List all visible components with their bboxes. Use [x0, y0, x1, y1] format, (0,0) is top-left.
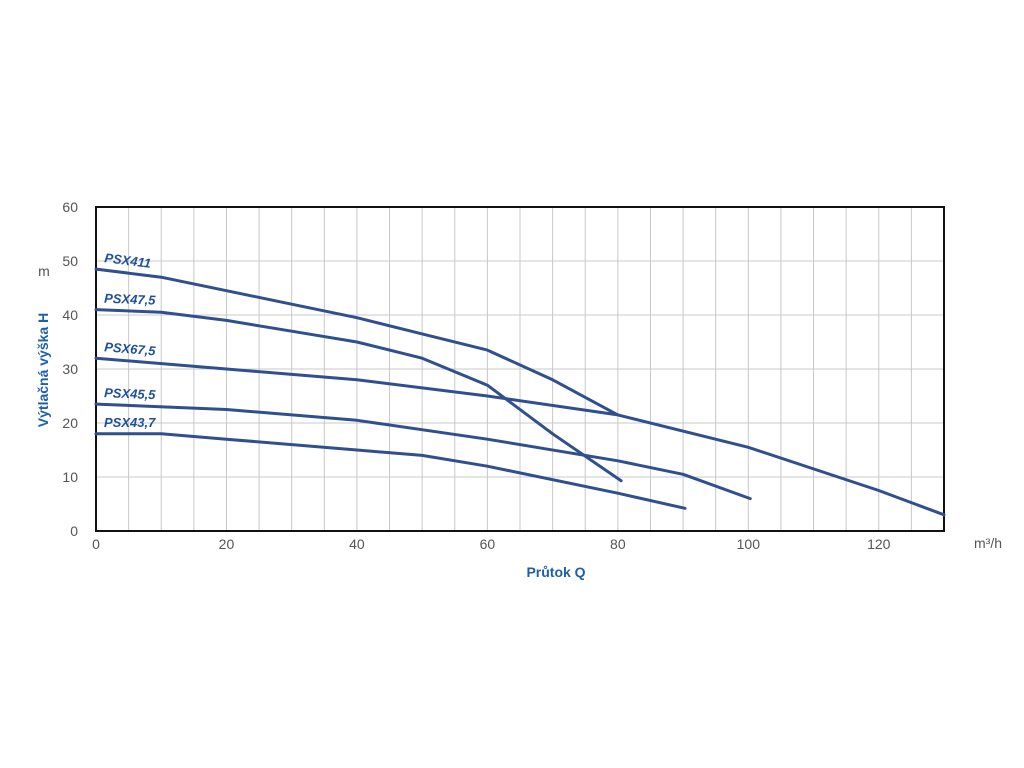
x-tick-label: 100	[737, 536, 761, 552]
y-tick-label: 40	[62, 307, 78, 323]
y-tick-label: 20	[62, 415, 78, 431]
y-tick-label: 50	[62, 253, 78, 269]
series-line	[94, 308, 623, 483]
x-tick-label: 60	[480, 536, 496, 552]
x-tick-label: 120	[867, 536, 891, 552]
series-label: PSX67,5	[104, 339, 157, 358]
series-label: PSX45,5	[104, 385, 157, 402]
series-label: PSX47,5	[104, 291, 157, 308]
x-axis-label: Průtok Q	[526, 564, 585, 580]
x-tick-label: 80	[610, 536, 626, 552]
series-line	[94, 402, 752, 501]
series-label: PSX411	[104, 250, 152, 271]
y-tick-label: 30	[62, 361, 78, 377]
x-tick-label: 0	[92, 536, 100, 552]
x-tick-label: 40	[349, 536, 365, 552]
y-axis-label: Výtlačná výška H	[35, 313, 51, 427]
y-unit: m	[38, 263, 50, 279]
y-tick-label: 10	[62, 469, 78, 485]
series-line	[94, 432, 687, 510]
series-line	[94, 356, 946, 517]
x-tick-label: 20	[219, 536, 235, 552]
series-label: PSX43,7	[104, 415, 156, 430]
y-tick-label: 0	[70, 523, 78, 539]
y-tick-label: 60	[62, 199, 78, 215]
series-line	[94, 267, 620, 417]
x-unit: m³/h	[974, 535, 1002, 551]
plot-frame	[95, 206, 945, 532]
